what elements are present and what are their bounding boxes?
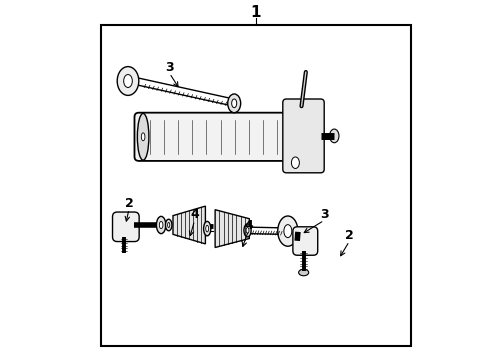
Ellipse shape [298, 269, 309, 276]
Ellipse shape [141, 133, 145, 141]
FancyBboxPatch shape [134, 113, 293, 161]
FancyBboxPatch shape [293, 227, 318, 255]
Text: 1: 1 [250, 5, 261, 20]
Ellipse shape [206, 225, 209, 232]
Text: 4: 4 [190, 208, 199, 221]
Ellipse shape [159, 221, 163, 229]
Ellipse shape [168, 222, 170, 228]
Ellipse shape [117, 67, 139, 95]
Ellipse shape [156, 216, 166, 234]
Ellipse shape [123, 75, 132, 87]
Text: 3: 3 [320, 208, 328, 221]
FancyBboxPatch shape [283, 99, 324, 173]
Text: 2: 2 [125, 197, 133, 210]
Text: 4: 4 [244, 219, 253, 231]
Ellipse shape [292, 157, 299, 168]
Text: 3: 3 [165, 61, 174, 74]
Ellipse shape [246, 228, 249, 233]
FancyBboxPatch shape [113, 212, 139, 242]
Ellipse shape [244, 224, 251, 237]
Ellipse shape [137, 113, 149, 160]
Ellipse shape [232, 99, 237, 108]
Ellipse shape [166, 219, 172, 231]
Polygon shape [215, 210, 249, 248]
Ellipse shape [204, 221, 211, 236]
Bar [101, 25, 411, 346]
Ellipse shape [228, 94, 241, 113]
Ellipse shape [278, 216, 298, 246]
Text: 2: 2 [345, 229, 354, 242]
Polygon shape [173, 206, 205, 244]
Ellipse shape [330, 129, 339, 143]
Ellipse shape [284, 225, 292, 238]
